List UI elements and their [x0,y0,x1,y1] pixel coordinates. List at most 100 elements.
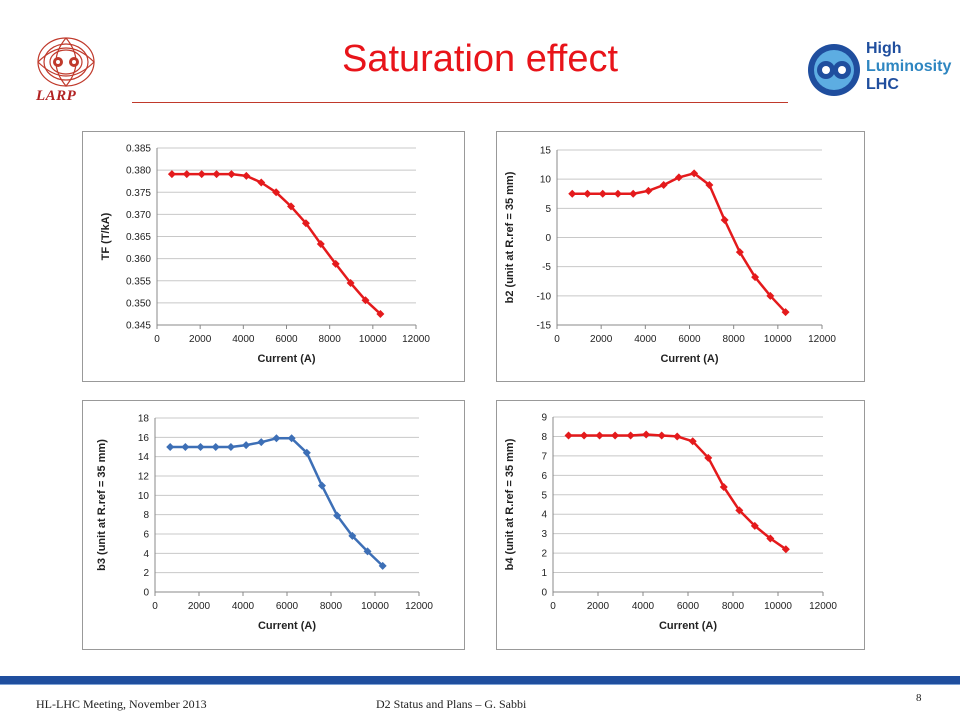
data-point [181,443,190,451]
y-tick-label: 9 [541,413,547,424]
data-point [781,545,790,554]
page-number: 8 [916,692,922,704]
data-point [376,309,385,318]
data-point [361,296,370,305]
y-tick-label: 10 [540,175,552,186]
y-tick-label: 18 [138,414,150,425]
data-point [226,443,235,451]
hl-lhc-emblem-icon [808,44,860,96]
y-tick-label: 0.380 [126,166,151,177]
series-line [568,433,787,551]
data-point [317,481,326,490]
x-tick-label: 6000 [276,601,299,612]
y-tick-label: 6 [143,530,149,541]
chart-tf-svg: 0.345 0.350 0.355 0.360 0.365 0.370 0.375 0.380… [100,144,430,366]
y-tick-label: 0.355 [126,276,151,287]
x-tick-label: 2000 [188,601,211,612]
data-point [626,431,635,440]
y-tick-label: 0 [541,588,547,599]
y-tick-label: 3 [541,529,547,540]
y-tick-label: 4 [143,549,149,560]
data-point [720,216,729,224]
chart-b4: 0 1 2 3 4 5 6 7 8 9 0 2000 4000 6000 8000 10000 12000 Cur… [496,400,865,650]
data-point [242,441,251,450]
y-tick-label: -15 [537,321,552,332]
x-tick-label: 4000 [232,334,255,345]
larp-logo [34,34,98,106]
data-point [272,434,281,443]
data-point [242,171,251,180]
y-tick-label: 1 [541,568,547,579]
x-tick-label: 12000 [808,334,836,345]
y-tick-label: 2 [541,549,547,560]
data-point [583,189,592,198]
y-tick-label: 7 [541,451,547,462]
data-point [735,506,744,515]
data-point [751,273,760,282]
data-point [642,430,651,439]
x-tick-label: 2000 [587,601,610,612]
data-point [690,169,699,178]
footer-bar [0,676,960,684]
y-tick-label: 6 [541,471,547,482]
hl-lhc-logo [806,34,948,110]
x-tick-label: 0 [550,601,556,612]
data-point [598,189,607,198]
footer-talk-text: D2 Status and Plans – G. Sabbi [376,697,527,711]
data-point [564,431,573,440]
data-point [611,431,620,440]
x-axis-title: Current (A) [257,353,315,365]
data-point [580,431,589,440]
slide-title: Saturation effect [341,38,619,80]
y-axis-title: TF (T/kA) [100,212,112,260]
data-point [766,291,775,300]
chart-b2: -15 -10 -5 0 5 10 15 0 2000 4000 6000 8000 10000 1200… [496,131,865,382]
data-point [673,432,682,441]
hl-logo-line-3: LHC [866,76,899,93]
x-tick-label: 6000 [275,334,298,345]
x-tick-label: 10000 [361,601,389,612]
y-tick-label: 0.345 [126,321,151,332]
y-tick-label: 5 [545,204,551,215]
data-point [333,511,342,520]
y-tick-label: 4 [541,510,547,521]
x-tick-label: 6000 [678,334,701,345]
y-tick-label: 2 [143,568,149,579]
x-tick-label: 4000 [232,601,255,612]
data-point [331,259,340,268]
y-tick-label: 10 [138,491,150,502]
x-axis-title: Current (A) [258,620,316,632]
footer-line [0,684,960,685]
chart-b4-svg: 0 1 2 3 4 5 6 7 8 9 0 2000 4000 6000 8000 10000 12000 Cur… [504,413,837,633]
data-point [568,189,577,198]
x-axis-title: Current (A) [659,620,717,632]
data-point [657,431,666,440]
data-point [595,431,604,440]
hl-logo-line-1: High [866,40,902,57]
x-tick-label: 12000 [402,334,430,345]
x-tick-label: 8000 [722,601,745,612]
y-tick-label: 16 [138,433,150,444]
data-point [316,240,325,249]
y-tick-label: 0.375 [126,188,151,199]
x-tick-label: 4000 [634,334,657,345]
data-point [750,521,759,530]
data-point [346,278,355,287]
y-tick-label: 0.370 [126,210,151,221]
x-tick-label: 12000 [809,601,837,612]
y-tick-label: 8 [143,510,149,521]
x-tick-label: 2000 [590,334,613,345]
data-point [272,188,281,197]
hl-logo-line-2: Luminosity [866,58,952,75]
y-tick-label: 14 [138,452,150,463]
x-tick-label: 12000 [405,601,433,612]
x-tick-label: 0 [152,601,158,612]
y-tick-label: -10 [537,291,552,302]
title-rule [132,102,788,103]
data-point [781,308,790,317]
data-point [166,443,175,451]
x-axis-title: Current (A) [660,353,718,365]
y-tick-label: 12 [138,472,150,483]
y-tick-label: 0 [143,588,149,599]
chart-b3-svg: 0 2 4 6 8 10 12 14 16 18 0 2000 4000 6000 8000 10000 120… [96,414,433,633]
